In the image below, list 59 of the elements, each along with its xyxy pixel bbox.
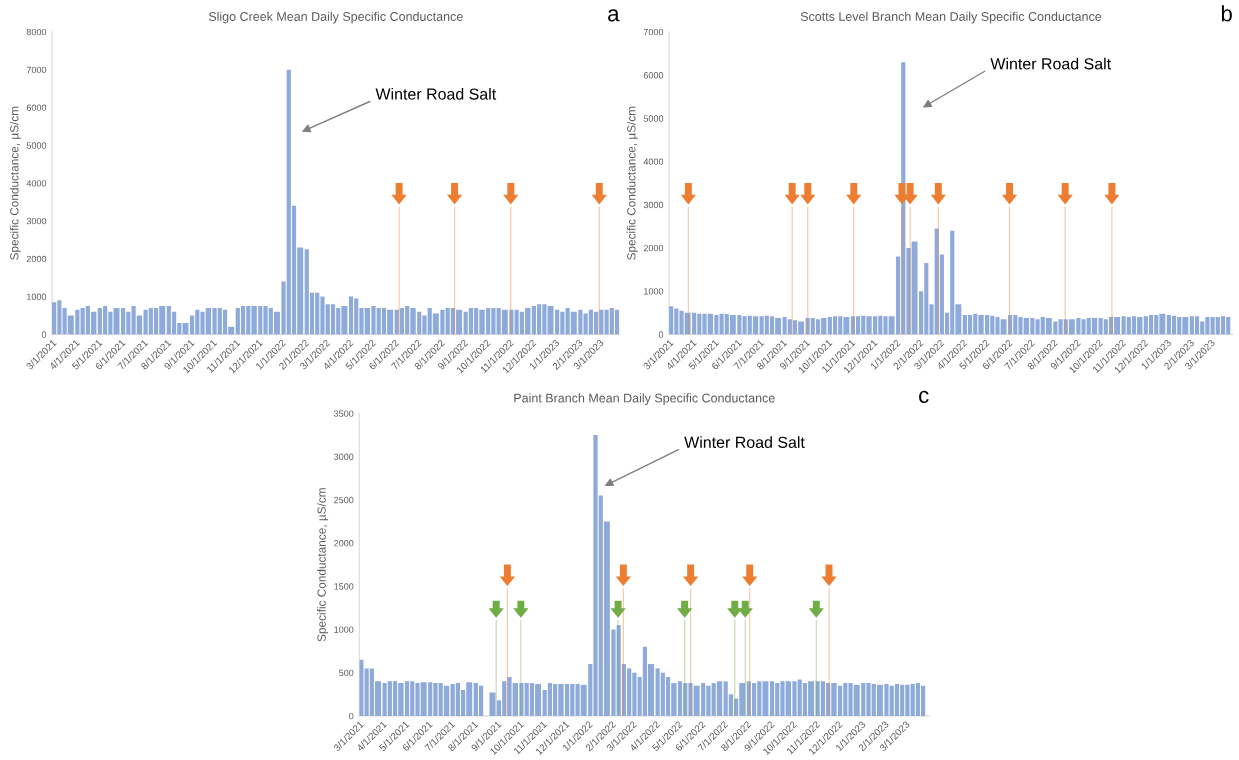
y-tick-label: 0 — [658, 331, 664, 338]
y-tick-label: 6000 — [26, 104, 47, 111]
y-tick-label: 3000 — [643, 201, 664, 209]
bar — [967, 314, 973, 335]
bar — [1194, 316, 1200, 335]
bar — [468, 307, 474, 335]
y-tick-label: 2000 — [26, 255, 47, 263]
y-axis-title: Specific Conductance, µS/cm — [626, 106, 638, 260]
y-tick-label: 8000 — [26, 28, 47, 36]
y-tick-label: 1000 — [27, 293, 47, 300]
bar — [489, 692, 496, 716]
text: b — [1221, 5, 1232, 22]
y-tick-label: 0 — [41, 331, 47, 338]
y-tick-label: 5000 — [26, 142, 47, 149]
bar — [240, 306, 246, 335]
bar — [478, 685, 484, 716]
bar — [348, 296, 354, 335]
bar — [1220, 316, 1226, 335]
chart-title: Scotts Level Branch Mean Daily Specific Conductance — [800, 11, 1102, 24]
bar — [894, 683, 900, 716]
y-tick-label: 1000 — [334, 626, 354, 633]
chart-title: Sligo Creek Mean Daily Specific Conductance — [208, 11, 463, 24]
text: a — [608, 9, 620, 22]
bar — [751, 683, 757, 716]
y-tick-label: 7000 — [643, 28, 664, 36]
y-tick-label: 3000 — [26, 217, 47, 225]
text: c — [919, 390, 929, 403]
y-tick-label: 6000 — [643, 72, 664, 79]
y-tick-label: 1000 — [644, 288, 664, 295]
bar — [716, 681, 723, 716]
y-tick-label: 4000 — [643, 158, 664, 165]
y-tick-label: 2500 — [334, 496, 354, 504]
bar — [399, 307, 405, 335]
y-tick-label: 4000 — [26, 180, 47, 187]
bar — [330, 304, 336, 335]
y-tick-label: 5000 — [643, 115, 664, 122]
bar — [855, 316, 861, 335]
bar — [769, 681, 775, 716]
y-tick-label: 500 — [339, 669, 354, 677]
bar — [443, 685, 450, 716]
y-axis-title: Specific Conductance, µS/cm — [9, 106, 21, 260]
annotation: Winter Road Salt — [375, 88, 497, 100]
annotation: Winter Road Salt — [684, 436, 805, 448]
y-tick-label: 7000 — [26, 66, 47, 74]
chart-title: Paint Branch Mean Daily Specific Conductance — [514, 393, 775, 405]
bar — [57, 300, 62, 335]
bar — [1148, 314, 1154, 335]
bar — [832, 316, 838, 335]
y-tick-label: 2000 — [334, 540, 354, 547]
annotation: Winter Road Salt — [990, 57, 1111, 70]
y-tick-label: 0 — [349, 712, 354, 720]
bar — [1091, 317, 1098, 335]
y-tick-label: 3000 — [334, 453, 354, 461]
y-tick-label: 2000 — [643, 244, 664, 252]
y-axis-title: Specific Conductance, µS/cm — [317, 488, 329, 642]
y-tick-label: 3500 — [334, 410, 354, 417]
bar — [752, 316, 759, 335]
bar — [1171, 315, 1177, 335]
y-tick-label: 1500 — [334, 583, 354, 590]
